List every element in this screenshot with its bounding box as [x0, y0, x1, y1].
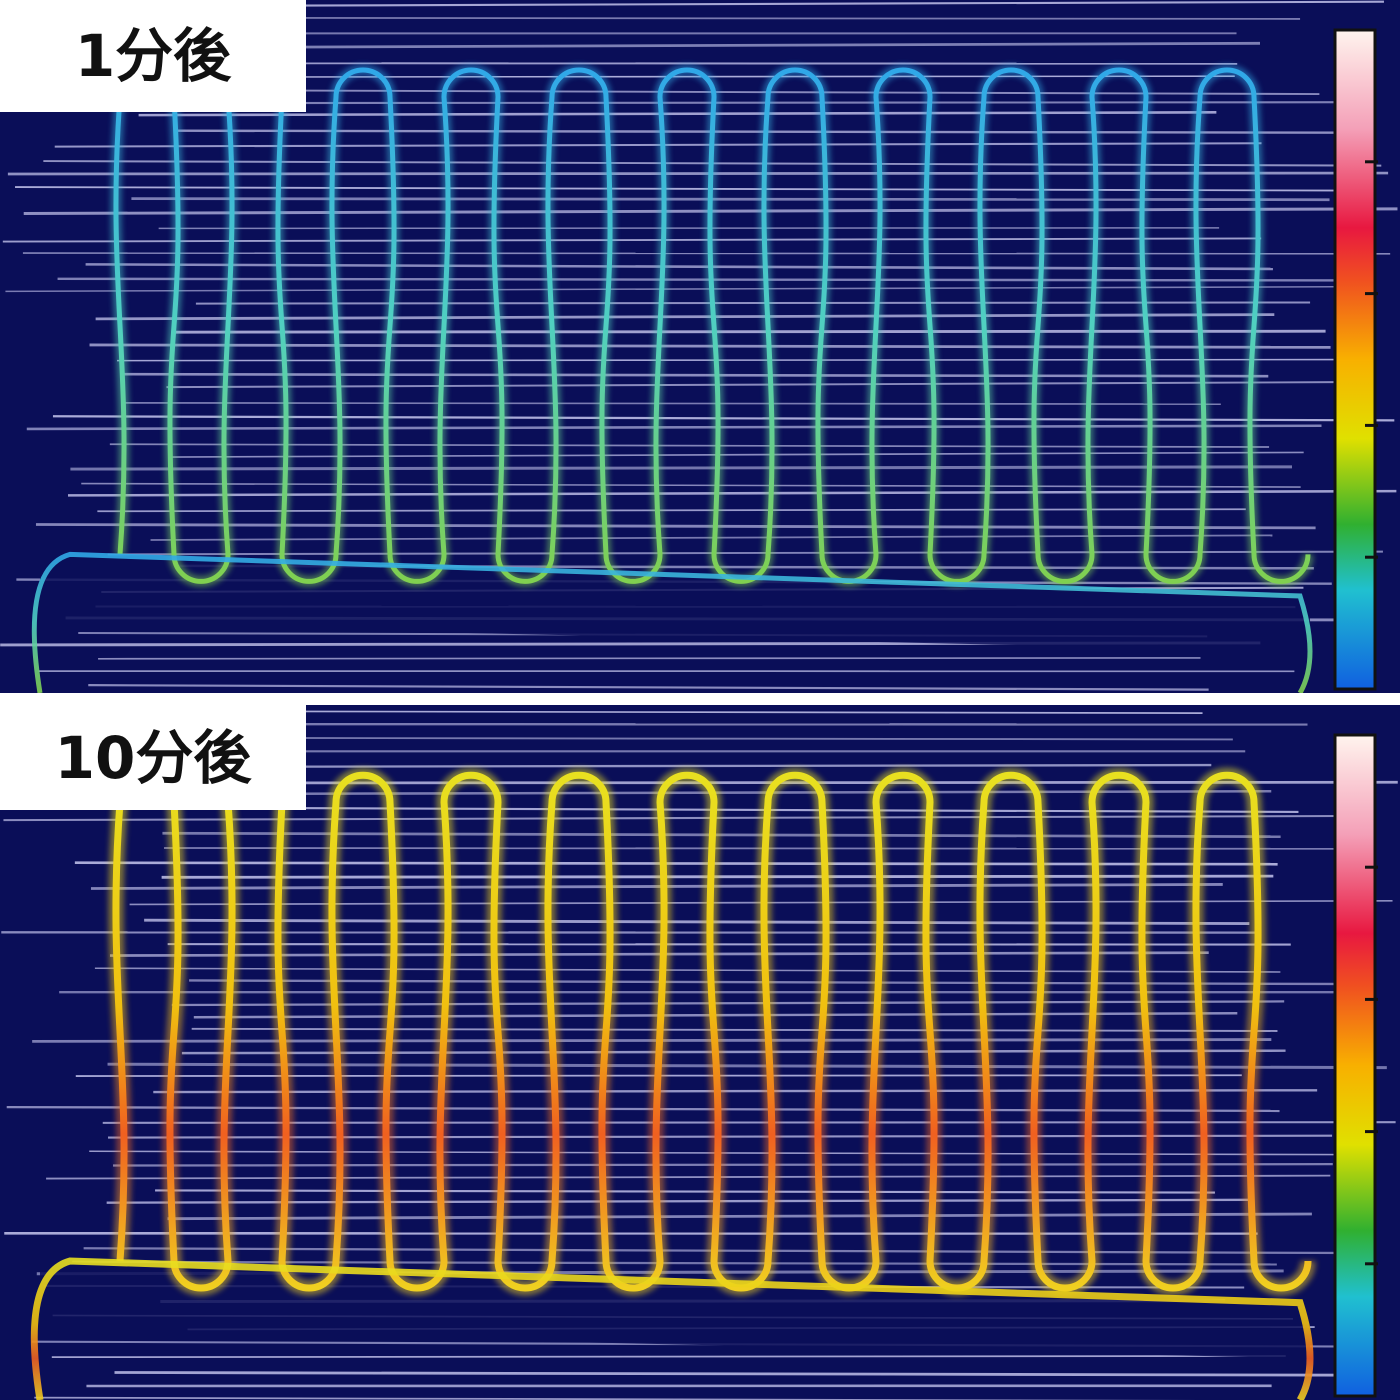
scan-streak	[131, 197, 1330, 202]
panel-label: 1分後	[75, 22, 232, 90]
scan-streak	[168, 451, 1304, 458]
scan-streak	[167, 1212, 1312, 1221]
scan-streak	[34, 1396, 1201, 1400]
scan-streak	[52, 415, 1395, 422]
scan-streak	[158, 227, 1220, 230]
heat-trace	[112, 771, 1312, 1292]
scan-streak	[32, 1038, 1272, 1043]
scan-streak	[166, 381, 1335, 389]
panel-10min	[0, 705, 1400, 1400]
scan-streak	[117, 358, 1356, 362]
scan-streak	[2, 237, 1262, 243]
label-box	[0, 705, 306, 810]
scan-streak	[26, 424, 1322, 431]
scan-streak	[181, 1049, 1286, 1055]
scan-streak	[7, 171, 1389, 176]
scan-streak	[46, 1174, 1331, 1180]
scan-streak	[171, 329, 1326, 334]
outer-trace	[31, 551, 1313, 693]
color-bar	[1333, 28, 1377, 691]
scan-streak	[72, 1260, 1277, 1266]
scan-streak	[35, 523, 1316, 530]
scan-streak	[51, 1355, 1286, 1359]
heat-trace	[113, 67, 1311, 584]
scan-streak	[94, 967, 1281, 973]
scan-streak	[153, 1089, 1318, 1094]
scan-streak	[88, 684, 1209, 691]
panel-1min	[0, 0, 1400, 693]
scan-streak	[126, 89, 1320, 95]
scan-streak	[107, 550, 1383, 556]
scan-streak	[102, 1121, 1396, 1124]
outer-trace	[30, 1257, 1314, 1400]
scan-streak	[115, 780, 1398, 785]
dark-band	[40, 1261, 1310, 1359]
color-bar	[1333, 733, 1377, 1398]
label-box	[0, 0, 306, 112]
scan-streak	[195, 301, 1311, 305]
panel-label: 10分後	[55, 724, 253, 792]
scan-streak	[120, 372, 1269, 378]
scan-streak	[109, 443, 1270, 448]
scan-streak	[107, 1062, 1387, 1070]
scan-streak	[57, 277, 1377, 282]
scan-streak	[95, 313, 1275, 321]
dark-band	[40, 554, 1310, 652]
scan-streak	[106, 1198, 1254, 1204]
scan-streak	[98, 657, 1201, 660]
scan-streak	[177, 0, 1384, 8]
scan-streak	[114, 1371, 1369, 1377]
